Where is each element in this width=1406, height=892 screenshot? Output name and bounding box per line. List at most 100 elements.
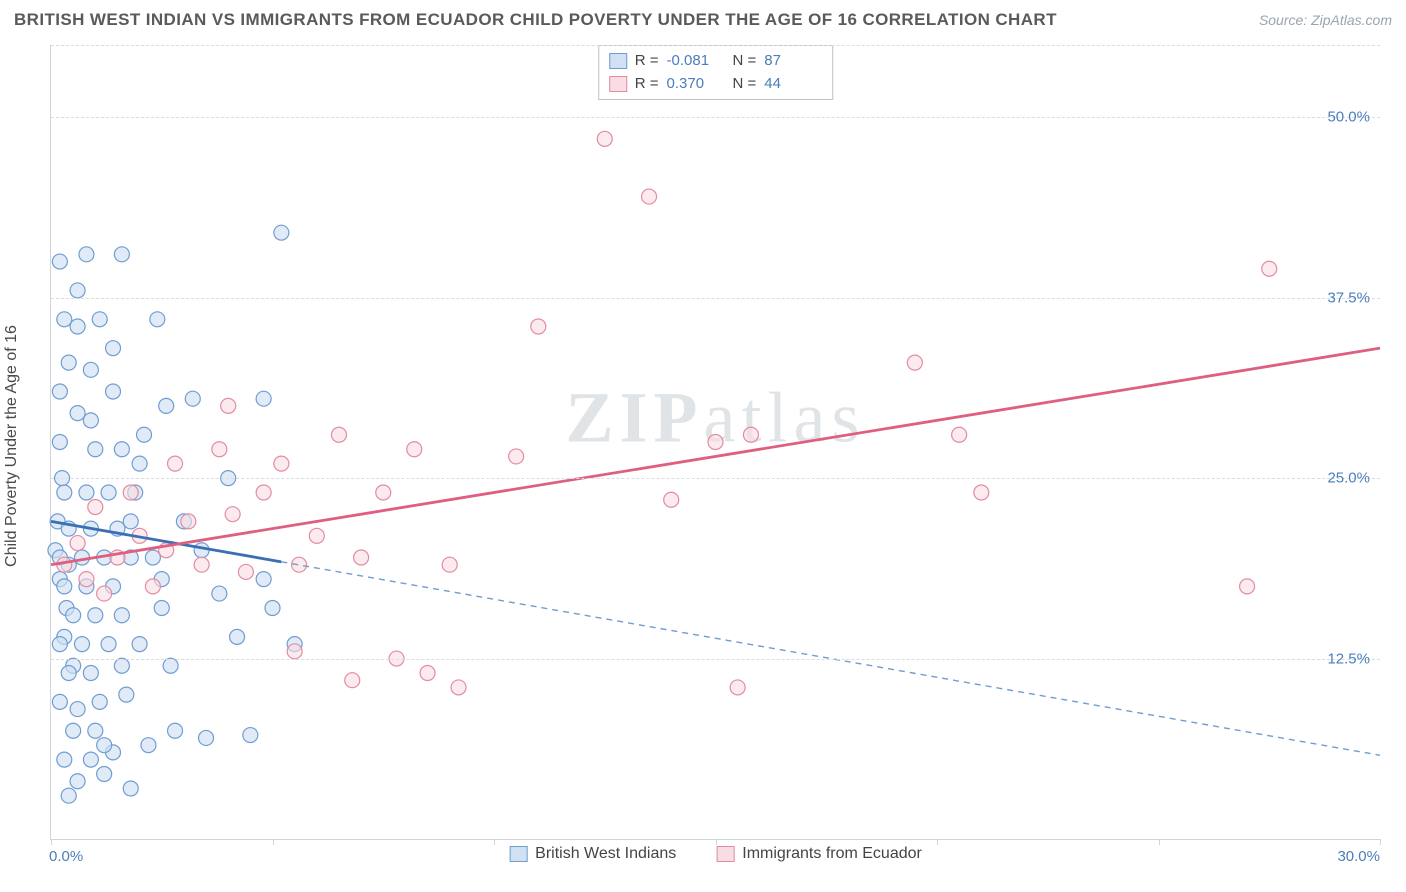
- x-tick: [937, 839, 938, 845]
- legend-r-label: R =: [635, 73, 659, 96]
- scatter-point: [1240, 579, 1255, 594]
- scatter-point: [141, 738, 156, 753]
- source-label: Source: ZipAtlas.com: [1259, 12, 1392, 28]
- legend-row: R = -0.081 N = 87: [609, 50, 823, 73]
- scatter-point: [664, 492, 679, 507]
- gridline: [51, 659, 1380, 660]
- scatter-point: [119, 687, 134, 702]
- scatter-point: [83, 362, 98, 377]
- scatter-point: [256, 391, 271, 406]
- scatter-point: [83, 413, 98, 428]
- y-tick-label: 37.5%: [1327, 289, 1370, 306]
- gridline: [51, 298, 1380, 299]
- scatter-point: [106, 341, 121, 356]
- scatter-point: [243, 728, 258, 743]
- series-legend-item: British West Indians: [509, 845, 676, 863]
- legend-swatch-blue: [509, 846, 527, 862]
- plot-area: ZIPatlas R = -0.081 N = 87 R = 0.370 N =…: [50, 45, 1380, 840]
- series-legend-item: Immigrants from Ecuador: [716, 845, 922, 863]
- scatter-point: [79, 485, 94, 500]
- scatter-point: [101, 485, 116, 500]
- scatter-point: [70, 774, 85, 789]
- scatter-point: [132, 456, 147, 471]
- scatter-point: [212, 442, 227, 457]
- gridline: [51, 45, 1380, 46]
- scatter-point: [597, 131, 612, 146]
- scatter-point: [114, 608, 129, 623]
- scatter-point: [309, 528, 324, 543]
- scatter-point: [70, 319, 85, 334]
- scatter-point: [79, 247, 94, 262]
- scatter-point: [52, 637, 67, 652]
- scatter-point: [974, 485, 989, 500]
- legend-n-value: 87: [764, 50, 822, 73]
- scatter-point: [57, 312, 72, 327]
- scatter-point: [185, 391, 200, 406]
- scatter-point: [83, 752, 98, 767]
- scatter-point: [114, 442, 129, 457]
- scatter-point: [52, 694, 67, 709]
- scatter-point: [83, 665, 98, 680]
- scatter-point: [1262, 261, 1277, 276]
- y-axis-label: Child Poverty Under the Age of 16: [3, 325, 21, 567]
- x-tick: [716, 839, 717, 845]
- scatter-point: [345, 673, 360, 688]
- series-legend-label: British West Indians: [535, 845, 676, 863]
- scatter-point: [70, 702, 85, 717]
- scatter-point: [274, 456, 289, 471]
- scatter-point: [168, 456, 183, 471]
- x-tick: [494, 839, 495, 845]
- scatter-point: [97, 767, 112, 782]
- scatter-point: [331, 427, 346, 442]
- scatter-point: [137, 427, 152, 442]
- scatter-point: [952, 427, 967, 442]
- scatter-point: [221, 398, 236, 413]
- scatter-point: [106, 384, 121, 399]
- gridline: [51, 478, 1380, 479]
- scatter-point: [145, 550, 160, 565]
- scatter-point: [88, 608, 103, 623]
- scatter-point: [114, 658, 129, 673]
- scatter-point: [451, 680, 466, 695]
- scatter-point: [212, 586, 227, 601]
- scatter-point: [123, 781, 138, 796]
- scatter-point: [75, 637, 90, 652]
- scatter-point: [97, 586, 112, 601]
- scatter-point: [163, 658, 178, 673]
- scatter-point: [61, 788, 76, 803]
- scatter-point: [256, 572, 271, 587]
- scatter-point: [61, 665, 76, 680]
- scatter-point: [354, 550, 369, 565]
- legend-n-label: N =: [733, 73, 757, 96]
- scatter-point: [66, 608, 81, 623]
- scatter-point: [274, 225, 289, 240]
- x-tick: [1159, 839, 1160, 845]
- scatter-point: [114, 247, 129, 262]
- scatter-point: [154, 601, 169, 616]
- legend-n-value: 44: [764, 73, 822, 96]
- scatter-point: [101, 637, 116, 652]
- scatter-point: [57, 579, 72, 594]
- legend-swatch-blue: [609, 53, 627, 69]
- legend-r-label: R =: [635, 50, 659, 73]
- scatter-point: [199, 730, 214, 745]
- legend-row: R = 0.370 N = 44: [609, 73, 823, 96]
- x-tick-label: 30.0%: [1330, 848, 1380, 865]
- scatter-point: [70, 536, 85, 551]
- scatter-point: [66, 723, 81, 738]
- scatter-point: [57, 485, 72, 500]
- y-tick-label: 50.0%: [1327, 109, 1370, 126]
- scatter-point: [509, 449, 524, 464]
- x-tick: [273, 839, 274, 845]
- scatter-point: [265, 601, 280, 616]
- scatter-point: [420, 665, 435, 680]
- gridline: [51, 117, 1380, 118]
- legend-n-label: N =: [733, 50, 757, 73]
- legend-r-value: -0.081: [667, 50, 725, 73]
- scatter-point: [145, 579, 160, 594]
- scatter-point: [181, 514, 196, 529]
- legend-swatch-pink: [716, 846, 734, 862]
- scatter-point: [88, 499, 103, 514]
- scatter-point: [907, 355, 922, 370]
- scatter-point: [132, 637, 147, 652]
